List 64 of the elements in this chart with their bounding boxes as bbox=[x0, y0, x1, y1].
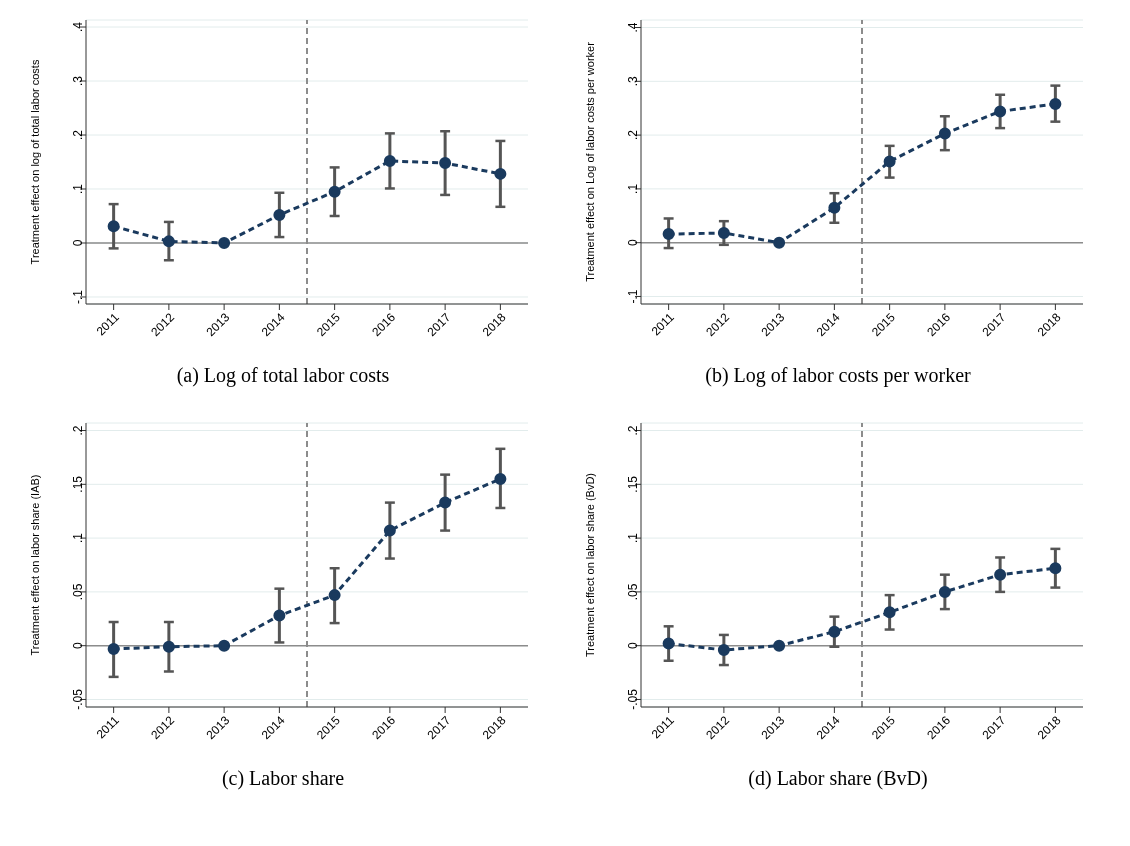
point bbox=[994, 105, 1007, 118]
y-tick-label: -.1 bbox=[71, 289, 86, 304]
point bbox=[218, 236, 231, 249]
point bbox=[938, 127, 951, 140]
y-tick-label: 0 bbox=[626, 239, 641, 247]
point bbox=[328, 589, 341, 602]
y-tick-label: .05 bbox=[71, 583, 86, 601]
point bbox=[383, 524, 396, 537]
point bbox=[717, 227, 730, 239]
point bbox=[273, 208, 286, 221]
y-tick-label: -.05 bbox=[71, 688, 86, 710]
point bbox=[162, 640, 175, 653]
y-axis-title: Treatment effect on labor share (IAB) bbox=[28, 474, 41, 656]
y-tick-label: .3 bbox=[71, 75, 86, 87]
point bbox=[883, 606, 896, 619]
point bbox=[717, 643, 730, 656]
text: (a) Log of total labor costs bbox=[175, 364, 391, 387]
y-tick-label: .3 bbox=[626, 75, 641, 87]
point bbox=[662, 228, 675, 241]
point bbox=[383, 154, 396, 167]
point bbox=[994, 568, 1007, 581]
y-axis-title: Treatment effect on Log of labor costs per worker bbox=[583, 41, 596, 282]
y-tick-label: .2 bbox=[71, 129, 86, 141]
point bbox=[828, 201, 841, 214]
y-axis-title: Treatment effect on log of total labor costs bbox=[28, 59, 41, 265]
y-tick-label: .4 bbox=[626, 22, 641, 33]
text: (d) Labor share (BvD) bbox=[747, 767, 929, 790]
point bbox=[218, 639, 231, 652]
y-tick-label: .2 bbox=[626, 129, 641, 141]
y-tick-label: -.05 bbox=[626, 688, 641, 710]
y-tick-label: .1 bbox=[626, 532, 641, 544]
point bbox=[1049, 562, 1062, 575]
y-tick-label: .05 bbox=[626, 583, 641, 601]
point bbox=[773, 639, 786, 652]
y-tick-label: 0 bbox=[71, 239, 86, 247]
point bbox=[1049, 97, 1062, 110]
point bbox=[439, 157, 452, 170]
y-tick-label: 0 bbox=[71, 642, 86, 650]
point bbox=[439, 496, 452, 509]
point bbox=[273, 609, 286, 622]
y-tick-label: 0 bbox=[626, 642, 641, 650]
point bbox=[494, 167, 507, 180]
y-axis-title: Treatment effect on labor share (BvD) bbox=[583, 472, 596, 658]
point bbox=[107, 642, 120, 655]
point bbox=[883, 155, 896, 168]
y-tick-label: .1 bbox=[71, 532, 86, 544]
point bbox=[828, 625, 841, 638]
point bbox=[162, 235, 175, 248]
y-tick-label: .1 bbox=[71, 183, 86, 194]
y-tick-label: .2 bbox=[626, 425, 641, 436]
y-tick-label: .15 bbox=[71, 475, 86, 493]
point bbox=[107, 220, 120, 233]
y-tick-label: .1 bbox=[626, 183, 641, 194]
text: (b) Log of labor costs per worker bbox=[704, 364, 972, 387]
point bbox=[938, 585, 951, 598]
y-tick-label: .15 bbox=[626, 475, 641, 493]
y-tick-label: .2 bbox=[71, 425, 86, 436]
point bbox=[328, 185, 341, 198]
y-tick-label: .4 bbox=[71, 21, 86, 33]
point bbox=[773, 236, 786, 249]
point bbox=[494, 472, 507, 485]
y-tick-label: -.1 bbox=[626, 289, 641, 304]
text: (c) Labor share bbox=[220, 767, 346, 790]
point bbox=[662, 637, 675, 650]
